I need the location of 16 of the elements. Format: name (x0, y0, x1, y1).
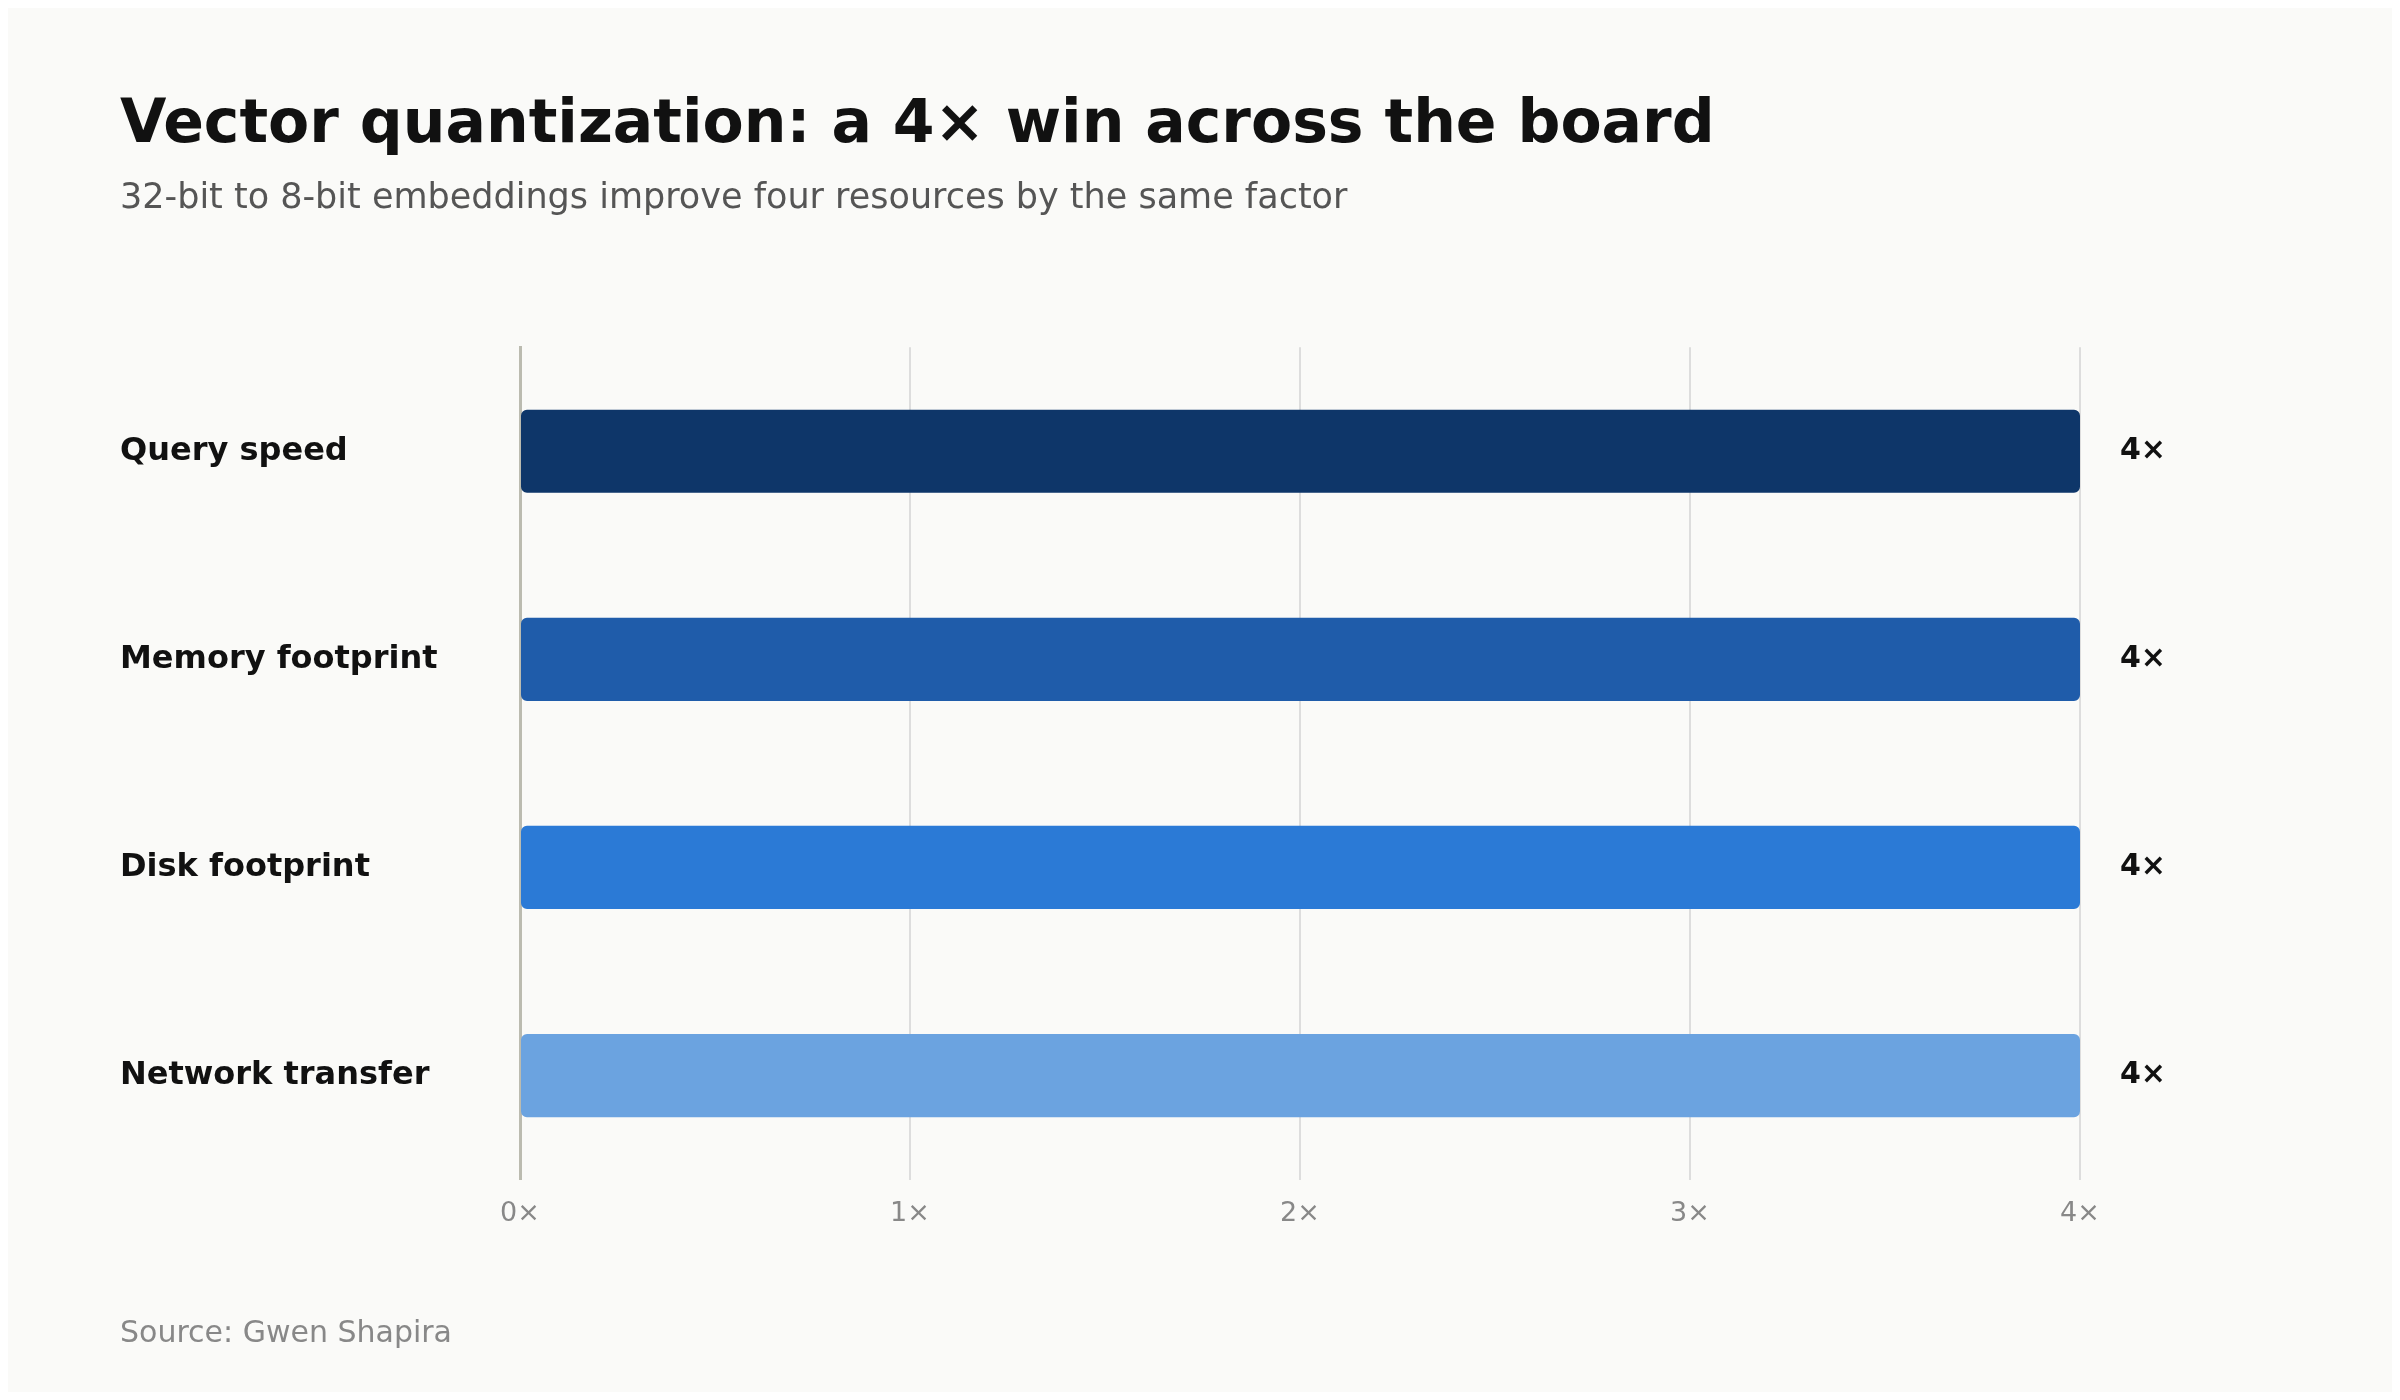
data-label: 4× (2120, 847, 2167, 883)
x-tick-label: 1× (890, 1195, 930, 1227)
y-tick-label: Memory footprint (120, 637, 438, 676)
x-tick-label: 2× (1280, 1195, 1320, 1227)
x-tick-label: 3× (1670, 1195, 1710, 1227)
y-tick-label: Query speed (120, 429, 348, 468)
data-label: 4× (2120, 1055, 2167, 1091)
x-tick-label: 0× (500, 1195, 540, 1227)
data-label: 4× (2120, 639, 2167, 675)
x-tick-label: 4× (2060, 1195, 2100, 1227)
source-note: Source: Gwen Shapira (120, 1314, 453, 1349)
chart-subtitle: 32-bit to 8-bit embeddings improve four resources by the same factor (120, 176, 1348, 216)
data-label: 4× (2120, 431, 2167, 467)
y-tick-label: Network transfer (120, 1053, 430, 1092)
chart-title: Vector quantization: a 4× win across the board (120, 86, 1715, 156)
y-tick-label: Disk footprint (120, 845, 370, 884)
